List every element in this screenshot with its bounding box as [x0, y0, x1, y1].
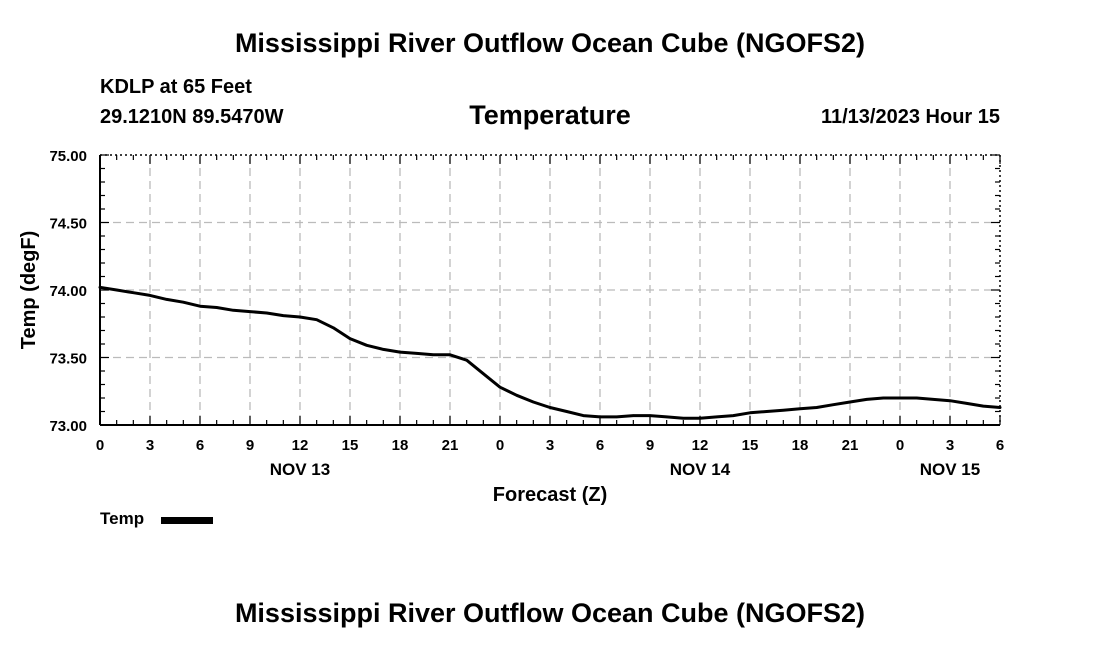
- station-coordinates: 29.1210N 89.5470W: [100, 106, 284, 128]
- data-point: [448, 353, 452, 356]
- y-tick-label: 73.50: [49, 351, 87, 368]
- x-day-label: NOV 13: [270, 460, 330, 479]
- data-point: [282, 314, 285, 317]
- data-point: [748, 411, 752, 415]
- data-point: [265, 311, 268, 315]
- data-point: [732, 414, 735, 417]
- data-point: [865, 398, 868, 401]
- data-point: [898, 396, 902, 400]
- x-tick-label: 21: [842, 437, 859, 454]
- y-tick-label: 75.00: [49, 148, 87, 165]
- data-point: [765, 410, 768, 413]
- data-point: [548, 406, 552, 409]
- data-point: [698, 417, 702, 420]
- x-tick-label: 3: [146, 437, 154, 454]
- data-point: [615, 415, 618, 419]
- x-tick-label: 6: [196, 437, 204, 454]
- data-point: [982, 404, 985, 408]
- legend-label: Temp: [100, 509, 145, 528]
- data-point: [715, 415, 718, 419]
- y-axis-title: Temp (degF): [18, 231, 40, 350]
- x-day-label: NOV 14: [670, 460, 731, 479]
- data-point: [232, 309, 235, 312]
- x-tick-label: 6: [596, 437, 604, 454]
- data-point: [198, 305, 202, 308]
- x-tick-label: 21: [442, 437, 459, 454]
- data-point: [315, 318, 318, 321]
- y-tick-label: 73.00: [49, 418, 87, 435]
- data-point: [215, 306, 218, 309]
- data-point: [115, 288, 118, 292]
- forecast-datetime: 11/13/2023 Hour 15: [820, 106, 1000, 128]
- data-point: [98, 286, 102, 289]
- x-axis-title: Forecast (Z): [493, 484, 607, 506]
- data-point: [148, 294, 152, 297]
- data-point: [465, 359, 468, 362]
- data-point: [182, 300, 185, 304]
- data-point: [932, 398, 935, 401]
- data-point: [382, 348, 385, 351]
- data-point: [882, 396, 885, 400]
- x-tick-label: 12: [292, 437, 309, 454]
- data-point: [132, 291, 135, 294]
- data-point: [582, 414, 585, 417]
- chart-title: Temperature: [469, 100, 631, 130]
- x-tick-label: 9: [646, 437, 654, 454]
- x-tick-label: 12: [692, 437, 709, 454]
- data-point: [665, 415, 668, 419]
- legend-swatch: [161, 517, 213, 524]
- x-tick-label: 6: [996, 437, 1004, 454]
- data-point: [815, 406, 818, 409]
- data-point: [532, 400, 535, 404]
- data-point: [332, 326, 335, 329]
- x-tick-label: 15: [742, 437, 759, 454]
- footer-title: Mississippi River Outflow Ocean Cube (NG…: [234, 598, 866, 628]
- x-tick-label: 18: [792, 437, 809, 454]
- x-tick-label: 0: [896, 437, 904, 454]
- data-point: [798, 407, 802, 410]
- data-point: [598, 415, 602, 419]
- data-point: [515, 394, 518, 397]
- data-point: [782, 408, 785, 412]
- x-day-label: NOV 15: [920, 460, 980, 479]
- data-point: [498, 386, 502, 389]
- data-point: [632, 414, 635, 417]
- data-point: [948, 399, 952, 402]
- data-point: [965, 402, 968, 405]
- data-point: [848, 400, 852, 404]
- data-point: [998, 406, 1002, 409]
- y-tick-label: 74.50: [49, 216, 87, 233]
- chart-main-title: Mississippi River Outflow Ocean Cube (NG…: [234, 28, 866, 58]
- x-tick-label: 18: [392, 437, 409, 454]
- data-point: [682, 417, 685, 420]
- data-point: [165, 298, 168, 301]
- x-tick-label: 9: [246, 437, 254, 454]
- data-point: [415, 352, 418, 355]
- data-point: [348, 337, 352, 340]
- data-point: [565, 410, 568, 413]
- x-tick-label: 3: [946, 437, 954, 454]
- data-point: [915, 396, 918, 400]
- x-tick-label: 3: [546, 437, 554, 454]
- station-label: KDLP at 65 Feet: [100, 76, 252, 98]
- data-point: [432, 353, 435, 356]
- data-point: [482, 372, 485, 375]
- data-point: [365, 344, 368, 347]
- data-point: [648, 414, 652, 417]
- x-tick-label: 15: [342, 437, 359, 454]
- data-point: [832, 403, 835, 406]
- data-point: [398, 350, 402, 354]
- y-tick-label: 74.00: [49, 283, 87, 300]
- x-tick-label: 0: [96, 437, 104, 454]
- x-tick-label: 0: [496, 437, 504, 454]
- data-point: [248, 310, 252, 313]
- data-point: [298, 315, 302, 319]
